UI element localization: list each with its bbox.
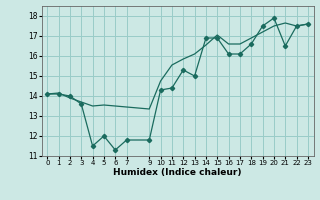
X-axis label: Humidex (Indice chaleur): Humidex (Indice chaleur)	[113, 168, 242, 177]
